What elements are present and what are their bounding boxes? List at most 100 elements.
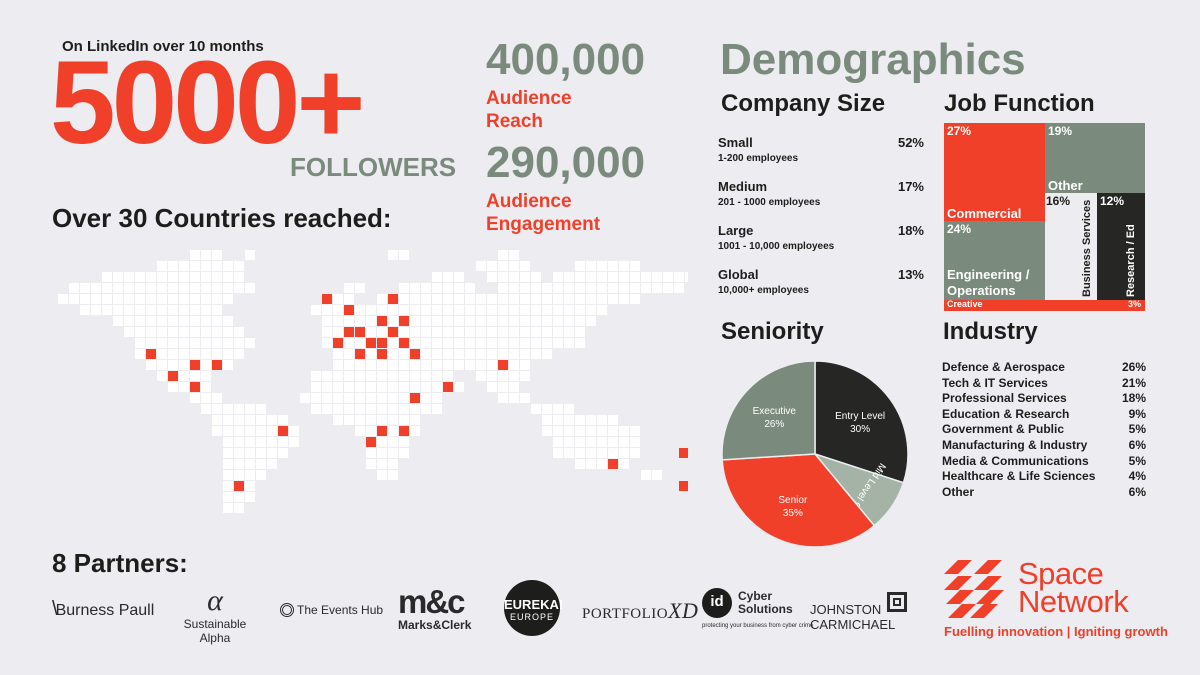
company-size-sub: 1001 - 10,000 employees <box>718 241 835 252</box>
map-cell <box>476 294 486 304</box>
map-cell <box>531 272 541 282</box>
map-cell <box>245 338 255 348</box>
map-cell <box>443 305 453 315</box>
map-cell <box>575 327 585 337</box>
map-cell <box>410 415 420 425</box>
map-cell <box>597 437 607 447</box>
map-cell <box>575 283 585 293</box>
map-cell <box>355 426 365 436</box>
map-cell <box>432 272 442 282</box>
stat-engagement-value: 290,000 <box>486 138 646 187</box>
industry-name: Other <box>942 484 975 499</box>
map-cell <box>619 261 629 271</box>
map-cell <box>399 305 409 315</box>
map-cell <box>487 371 497 381</box>
map-cell <box>498 371 508 381</box>
map-cell <box>564 272 574 282</box>
map-cell <box>608 261 618 271</box>
map-cell <box>245 459 255 469</box>
map-cell <box>388 338 398 348</box>
tile-commercial-pct: 27% <box>947 124 972 138</box>
map-cell <box>663 283 673 293</box>
map-cell <box>179 283 189 293</box>
map-cell <box>223 503 233 513</box>
map-cell <box>157 338 167 348</box>
map-cell-reached <box>443 382 453 392</box>
map-cell <box>652 470 662 480</box>
map-cell <box>212 415 222 425</box>
map-cell <box>443 294 453 304</box>
partners-title: 8 Partners: <box>52 548 188 578</box>
stat-reach: 400,000 Audience Reach <box>486 38 645 133</box>
map-cell <box>80 305 90 315</box>
map-cell <box>256 404 266 414</box>
tile-creative-label: Creative <box>947 299 983 309</box>
tile-engineering-label-1: Engineering / <box>947 267 1030 282</box>
map-cell <box>498 393 508 403</box>
map-cell <box>157 316 167 326</box>
map-cell <box>366 459 376 469</box>
map-cell <box>553 426 563 436</box>
map-cell <box>267 459 277 469</box>
map-cell <box>410 360 420 370</box>
partner-name: JOHNSTON <box>810 602 882 617</box>
world-map <box>58 250 688 513</box>
tile-engineering: 24% Engineering / Operations <box>944 221 1045 300</box>
pie-label: Executive <box>753 406 797 417</box>
map-cell <box>586 261 596 271</box>
map-cell <box>641 470 651 480</box>
map-cell <box>498 382 508 392</box>
map-cell <box>146 316 156 326</box>
map-cell <box>135 316 145 326</box>
map-cell <box>498 316 508 326</box>
partner-sub: XD <box>668 598 699 623</box>
map-cell <box>201 382 211 392</box>
industry-row: Government & Public 5% <box>942 422 1146 436</box>
map-cell <box>300 393 310 403</box>
map-cell <box>377 393 387 403</box>
map-cell <box>135 349 145 359</box>
map-cell <box>388 404 398 414</box>
map-cell <box>234 437 244 447</box>
map-cell <box>366 327 376 337</box>
partner-name: The Events Hub <box>297 603 384 617</box>
map-cell <box>586 294 596 304</box>
map-cell <box>564 448 574 458</box>
map-cell <box>157 283 167 293</box>
map-cell <box>663 272 673 282</box>
map-cell <box>553 448 563 458</box>
map-cell <box>498 250 508 260</box>
map-cell <box>212 272 222 282</box>
stat-reach-line2: Reach <box>486 111 544 132</box>
map-cell <box>498 327 508 337</box>
map-cell <box>322 338 332 348</box>
map-cell <box>179 360 189 370</box>
map-cell <box>377 305 387 315</box>
map-cell <box>223 360 233 370</box>
map-cell <box>245 481 255 491</box>
map-cell <box>245 448 255 458</box>
map-cell <box>124 283 134 293</box>
map-cell-reached <box>234 481 244 491</box>
demographics-title: Demographics <box>720 35 1026 84</box>
map-cell <box>509 294 519 304</box>
map-cell <box>223 261 233 271</box>
map-cell <box>454 294 464 304</box>
map-cell <box>553 415 563 425</box>
industry-row: Manufacturing & Industry 6% <box>942 438 1146 452</box>
map-cell <box>157 272 167 282</box>
map-cell <box>498 294 508 304</box>
map-cell <box>245 404 255 414</box>
map-cell <box>399 327 409 337</box>
map-cell <box>443 316 453 326</box>
map-cell <box>388 393 398 403</box>
job-function-treemap: 27% Commercial 19% Other 24% Engineering… <box>944 123 1145 311</box>
map-cell <box>311 393 321 403</box>
partner-mark: m&c <box>398 583 466 620</box>
map-cell <box>355 283 365 293</box>
map-cell <box>652 272 662 282</box>
map-cell <box>366 393 376 403</box>
tile-engineering-label-2: Operations <box>947 283 1016 298</box>
map-cell <box>531 349 541 359</box>
map-cell <box>597 448 607 458</box>
